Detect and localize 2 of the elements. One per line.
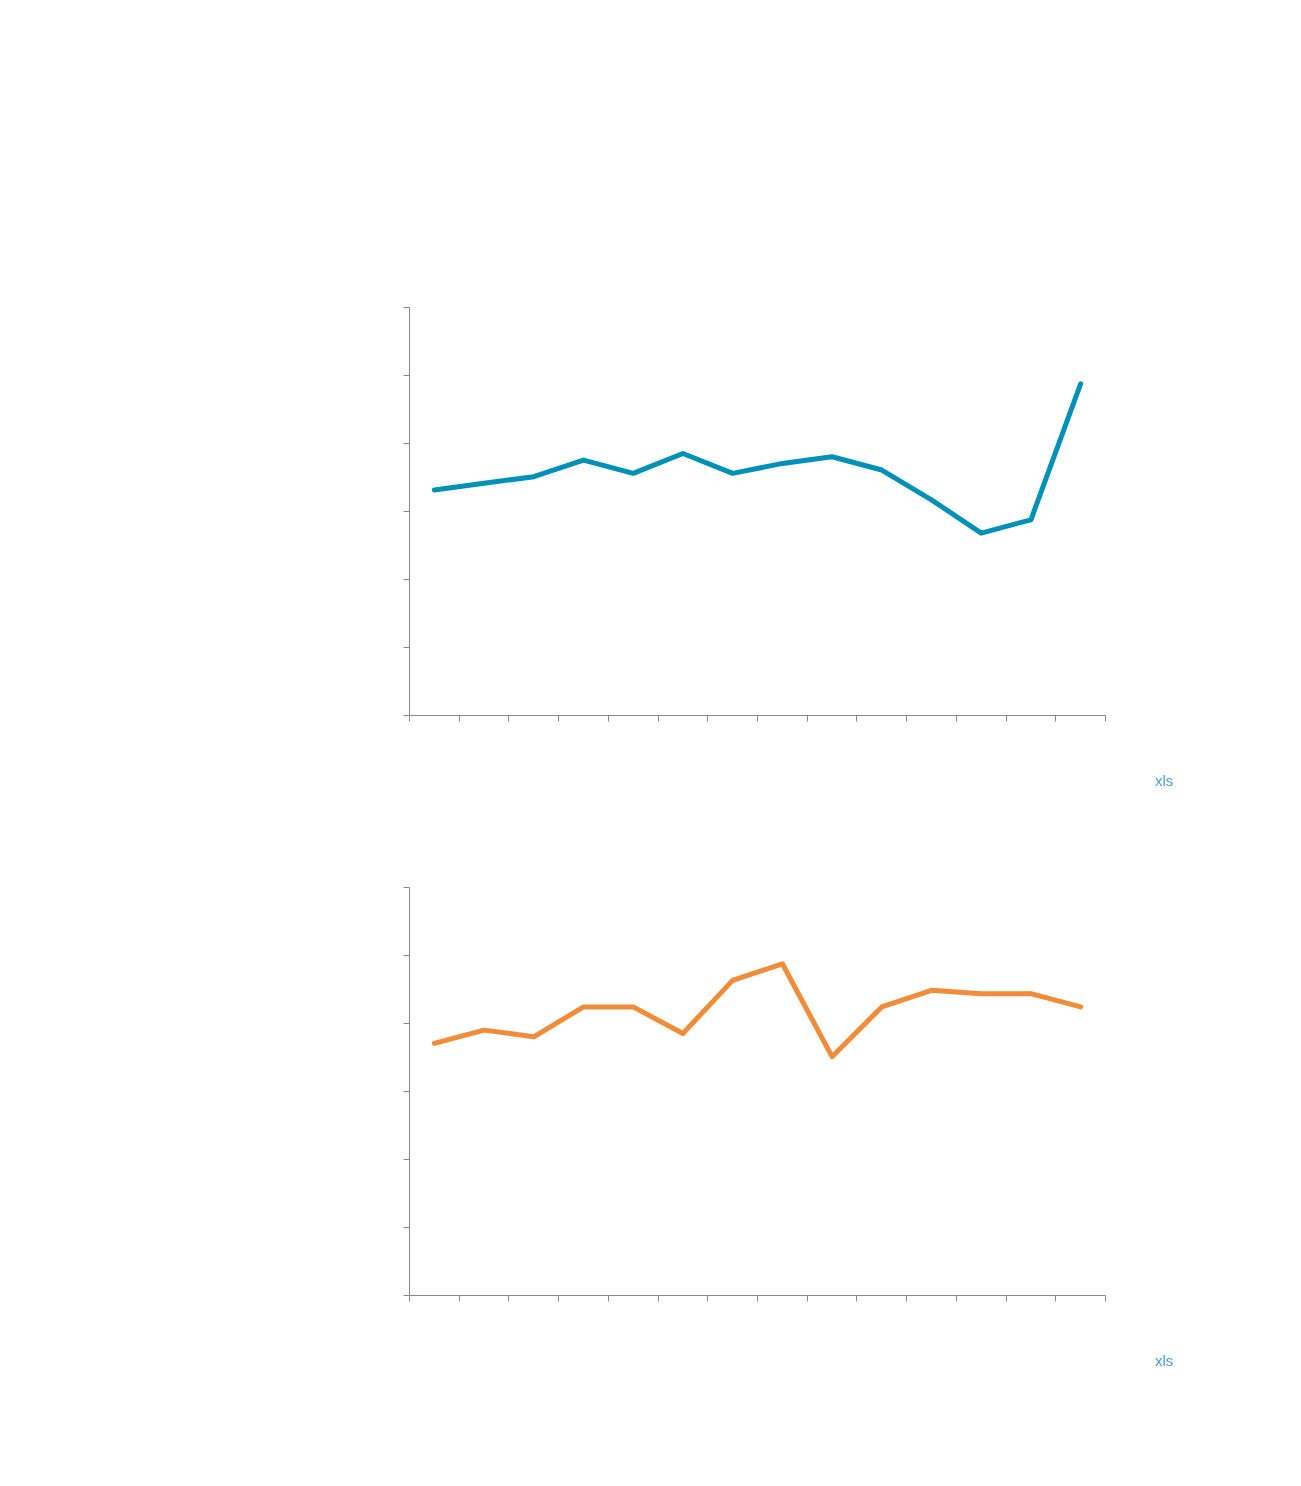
text: xls — [1155, 1351, 1174, 1371]
text: xls — [1155, 771, 1174, 791]
